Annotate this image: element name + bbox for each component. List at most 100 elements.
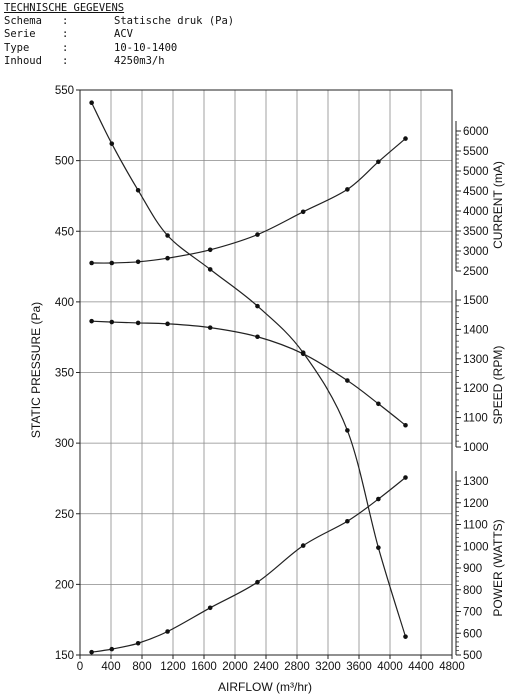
spec-block: TECHNISCHE GEGEVENS Schema: Statische dru… [4,2,234,68]
data-point-pressure [345,428,350,433]
right-axis-label-current: CURRENT (mA) [491,161,505,249]
right-tick-label-power: 1100 [463,520,488,532]
right-tick-label-current: 2500 [463,266,489,278]
right-tick-label-power: 900 [463,563,482,575]
spec-title: TECHNISCHE GEGEVENS [4,2,125,14]
spec-key: Inhoud [4,54,42,67]
right-tick-label-speed: 1200 [463,383,489,395]
right-axis-label-speed: SPEED (RPM) [491,346,505,425]
x-tick-label: 2800 [284,661,310,673]
data-point-current [255,232,260,237]
data-point-current [403,136,408,141]
data-point-power [403,475,408,480]
right-tick-label-current: 3500 [463,226,489,238]
right-tick-label-speed: 1400 [463,324,489,336]
data-point-speed [300,351,306,357]
data-point-power [109,646,115,652]
x-tick-label: 2000 [222,661,248,673]
right-tick-label-power: 500 [463,650,482,662]
data-point-pressure [89,100,94,106]
data-point-speed [207,325,213,330]
x-tick-label: 4000 [377,661,403,673]
y-tick-label: 450 [55,226,74,238]
data-point-power [376,496,381,502]
data-point-pressure [135,187,141,193]
y-tick-label: 350 [55,368,74,380]
spec-value: 10-10-1400 [114,41,178,54]
data-point-current [89,260,94,266]
right-tick-label-power: 600 [463,628,482,640]
data-point-pressure [109,141,115,146]
data-point-current [165,255,170,261]
data-point-power [135,640,141,646]
data-point-pressure [207,267,213,272]
x-tick-label: 2400 [253,661,279,673]
spec-key: Type [4,41,30,54]
x-axis-label: AIRFLOW (m³/hr) [218,680,312,694]
y-tick-label: 150 [55,650,74,662]
spec-sep: : [62,28,69,41]
right-tick-label-speed: 1000 [463,442,489,454]
right-tick-label-current: 3000 [463,246,489,258]
x-tick-label: 0 [77,661,83,673]
data-point-speed [345,378,350,383]
spec-value: 4250m3/h [114,54,165,67]
data-point-current [135,259,141,265]
spec-row-type: Type: 10-10-1400 [4,42,234,55]
right-tick-label-power: 1300 [463,476,489,488]
data-point-power [89,649,94,655]
right-axis-label-power: POWER (WATTS) [491,519,505,616]
data-point-power [165,629,170,634]
y-tick-label: 250 [55,509,74,521]
data-point-current [345,187,350,192]
data-point-pressure [376,545,381,550]
data-point-speed [165,321,170,327]
x-tick-label: 400 [101,661,120,673]
data-point-speed [89,318,94,324]
right-tick-label-speed: 1500 [463,295,489,307]
x-tick-label: 4800 [439,661,465,673]
y-tick-label: 200 [55,579,74,591]
series-line-current [91,138,406,264]
y-axis-label: STATIC PRESSURE (Pa) [29,302,43,438]
y-tick-label: 500 [55,156,74,168]
data-point-pressure [165,233,170,238]
x-tick-label: 3200 [315,661,341,673]
data-point-pressure [255,303,260,309]
spec-row-serie: Serie: ACV [4,28,234,41]
right-tick-label-power: 800 [463,585,482,597]
data-point-power [207,605,213,611]
data-point-speed [109,319,115,325]
right-tick-label-current: 6000 [463,126,489,138]
data-point-power [345,518,350,524]
x-tick-label: 4400 [408,661,434,673]
spec-key: Serie [4,28,36,41]
right-tick-label-speed: 1100 [463,413,488,425]
right-tick-label-current: 5000 [463,166,489,178]
right-tick-label-current: 4000 [463,206,489,218]
right-tick-label-current: 5500 [463,146,489,158]
right-tick-label-current: 4500 [463,186,489,198]
spec-value: ACV [114,28,133,41]
spec-row-inhoud: Inhoud: 4250m3/h [4,55,234,68]
x-tick-label: 1200 [160,661,186,673]
data-point-pressure [403,634,408,639]
right-tick-label-speed: 1300 [463,354,489,366]
right-tick-label-power: 1000 [463,541,489,553]
data-point-speed [403,422,408,428]
data-point-speed [135,320,141,326]
right-tick-label-power: 700 [463,607,482,619]
spec-key: Schema [4,15,42,28]
x-tick-label: 1600 [191,661,217,673]
data-point-current [109,260,115,266]
data-point-current [300,209,306,215]
y-tick-label: 400 [55,297,74,309]
series-line-power [91,477,406,653]
data-point-speed [376,401,381,407]
data-point-current [376,159,381,165]
series-line-speed [91,320,406,426]
data-point-current [207,247,213,253]
right-tick-label-power: 1200 [463,498,489,510]
